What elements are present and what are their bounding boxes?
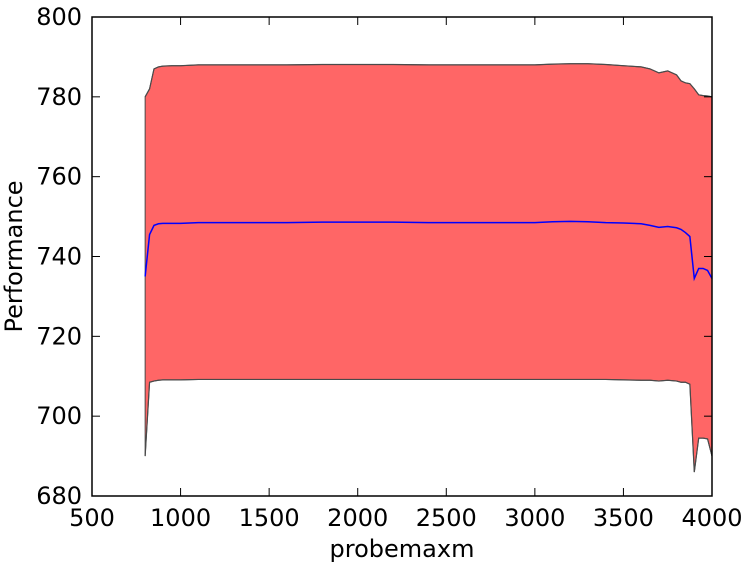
y-tick-label: 740 [36, 243, 82, 271]
x-tick-label: 1000 [150, 504, 211, 532]
y-tick-label: 780 [36, 83, 82, 111]
y-tick-label: 700 [36, 402, 82, 430]
x-tick-label: 3000 [504, 504, 565, 532]
y-tick-label: 680 [36, 482, 82, 510]
tick-layer: 500 1000 1500 2000 2500 3000 3500 4000 680 700 720… [36, 3, 742, 532]
confidence-band-layer [144, 63, 713, 473]
x-tick-label: 500 [69, 504, 115, 532]
x-tick-label: 2000 [327, 504, 388, 532]
x-axis-label: probemaxm [330, 535, 475, 563]
x-tick-label: 1500 [239, 504, 300, 532]
line-layer [144, 63, 713, 473]
y-tick-label: 720 [36, 322, 82, 350]
y-tick-label: 760 [36, 163, 82, 191]
y-axis-label: Performance [0, 180, 28, 332]
y-tick-label: 800 [36, 3, 82, 31]
x-tick-label: 4000 [681, 504, 742, 532]
confidence-band [144, 63, 713, 473]
x-tick-label: 2500 [416, 504, 477, 532]
lower-line [144, 378, 713, 473]
upper-line [144, 63, 713, 98]
mean-line [144, 220, 713, 282]
x-tick-label: 3500 [593, 504, 654, 532]
